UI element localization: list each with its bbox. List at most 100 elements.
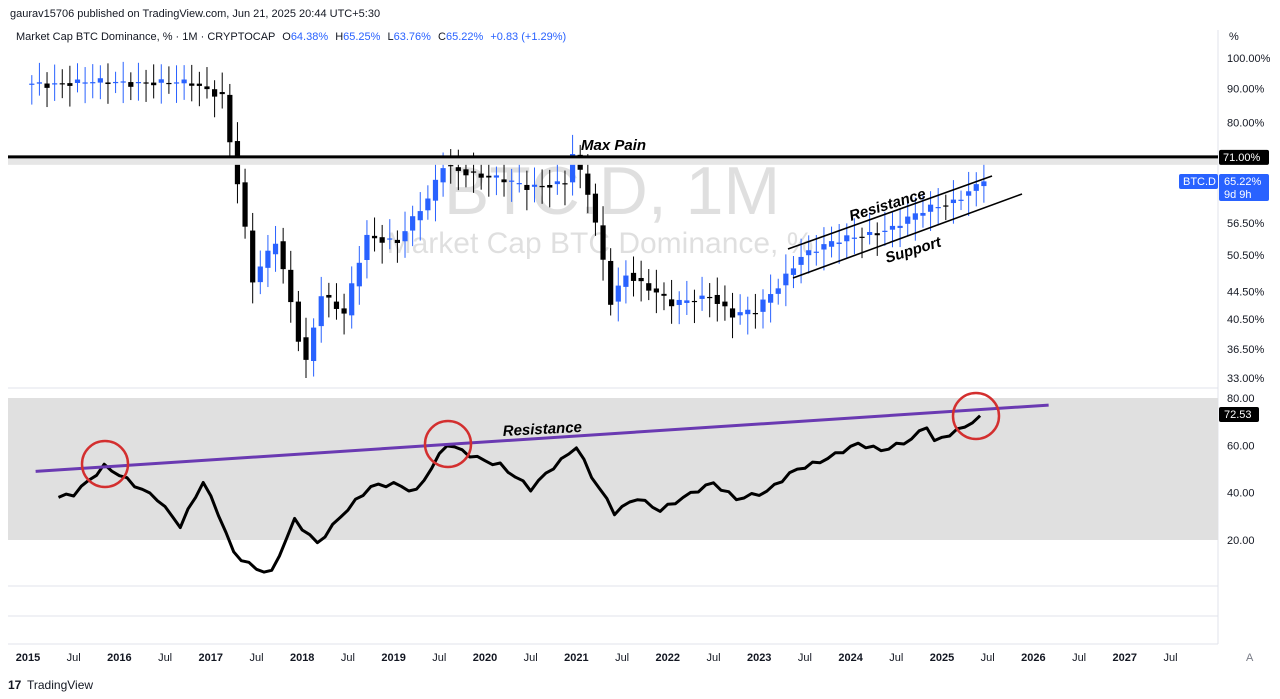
candle[interactable] [333,301,340,309]
candle[interactable] [882,230,888,232]
candle[interactable] [684,300,690,303]
candle[interactable] [615,285,621,302]
candle[interactable] [836,242,842,244]
candle[interactable] [52,83,58,85]
candle[interactable] [280,241,286,270]
candle[interactable] [189,83,195,86]
candle[interactable] [737,312,743,316]
candle[interactable] [798,256,804,265]
candle[interactable] [927,204,934,212]
candle[interactable] [250,230,256,283]
candlestick-series[interactable] [29,61,987,378]
candle[interactable] [783,273,789,286]
channel-resistance-line[interactable] [787,175,993,250]
candle[interactable] [897,225,903,228]
candle[interactable] [173,82,180,84]
candle[interactable] [600,225,606,260]
candle[interactable] [569,154,576,183]
candle[interactable] [196,83,202,86]
candle[interactable] [349,283,355,316]
candle[interactable] [608,260,614,305]
candle[interactable] [387,238,393,240]
candle[interactable] [691,300,698,303]
symbol-legend[interactable]: Market Cap BTC Dominance, % · 1M · CRYPT… [16,31,566,43]
candle[interactable] [768,294,774,303]
candle[interactable] [448,165,454,167]
candle[interactable] [90,82,96,84]
candle[interactable] [417,211,423,221]
candle[interactable] [219,92,225,95]
candle[interactable] [265,250,271,268]
candle[interactable] [36,82,43,84]
candle[interactable] [158,79,164,83]
candle[interactable] [813,251,819,253]
candle[interactable] [493,175,500,178]
candle[interactable] [425,198,431,211]
candle[interactable] [935,207,941,209]
candle[interactable] [669,299,675,307]
candle[interactable] [562,183,568,185]
candle[interactable] [82,82,88,84]
candle[interactable] [920,212,926,216]
candle[interactable] [851,237,857,239]
candle[interactable] [630,272,637,281]
candle[interactable] [212,89,218,97]
candle[interactable] [554,181,560,185]
candle[interactable] [699,295,705,299]
candle[interactable] [790,268,797,275]
candle[interactable] [455,167,461,171]
candle[interactable] [29,83,35,85]
candle[interactable] [295,301,301,342]
candle[interactable] [59,83,65,85]
candle[interactable] [242,182,248,227]
candle[interactable] [356,262,362,287]
candle[interactable] [531,184,538,187]
candle[interactable] [585,173,591,195]
candle[interactable] [288,269,294,303]
candle[interactable] [828,241,835,247]
candle[interactable] [326,294,332,298]
candle[interactable] [905,216,911,224]
candle[interactable] [524,184,530,190]
candle[interactable] [661,293,667,296]
candle[interactable] [775,288,781,294]
candle[interactable] [859,236,865,238]
candle[interactable] [181,79,187,84]
candle[interactable] [889,225,896,230]
candle[interactable] [204,86,210,90]
candle[interactable] [958,199,964,201]
candle[interactable] [547,185,553,188]
candle[interactable] [151,82,157,86]
oscillator-line[interactable] [57,414,982,574]
candle[interactable] [806,250,812,256]
candle[interactable] [646,283,652,291]
channel-support-line[interactable] [792,193,1023,279]
candle[interactable] [729,308,736,318]
time-scale[interactable]: 2015 Jul 2016 Jul 2017 Jul 2018 Jul 2019 Jul 2020 J… [16,652,1178,664]
candle[interactable] [653,288,659,293]
oscillator-scale[interactable]: 80.00 60.00 40.00 20.00 [1227,393,1255,547]
candle[interactable] [402,231,408,242]
candle[interactable] [623,275,629,287]
candle[interactable] [74,79,81,83]
candle[interactable] [638,277,644,282]
candle[interactable] [950,199,957,204]
candle[interactable] [394,239,400,243]
candle[interactable] [364,234,370,260]
candle[interactable] [440,168,446,183]
candle[interactable] [303,337,309,360]
candle[interactable] [410,216,416,231]
candle[interactable] [760,299,766,312]
candle[interactable] [67,83,73,86]
candle[interactable] [501,179,507,183]
auto-scale-button[interactable]: A [1246,652,1254,664]
candle[interactable] [966,191,972,196]
candle[interactable] [745,309,751,315]
candle[interactable] [166,82,172,85]
candle[interactable] [478,173,484,178]
candle[interactable] [981,181,987,187]
candle[interactable] [509,180,515,182]
candle[interactable] [311,327,317,362]
candle[interactable] [105,82,111,85]
